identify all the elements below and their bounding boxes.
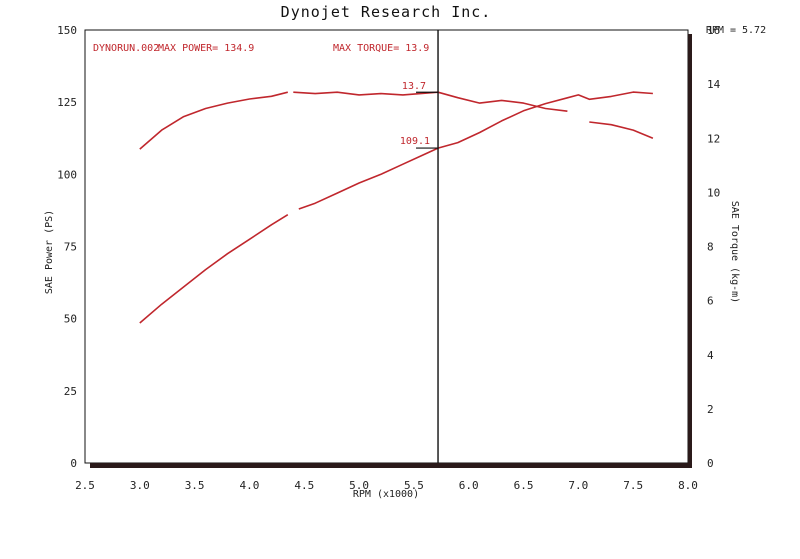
x-tick-label: 4.5 bbox=[294, 479, 314, 492]
power-at-cursor-label: 109.1 bbox=[400, 136, 430, 147]
y-right-tick-label: 10 bbox=[707, 186, 720, 199]
x-tick-label: 5.5 bbox=[404, 479, 424, 492]
sae-power-line bbox=[139, 214, 289, 324]
y-left-tick-label: 150 bbox=[57, 24, 77, 37]
y-right-tick-labels: 0 2 4 6 8 10 12 14 16 bbox=[707, 24, 721, 470]
y-left-tick-label: 75 bbox=[64, 241, 77, 254]
x-tick-label: 3.0 bbox=[130, 479, 150, 492]
sae-power-line bbox=[298, 91, 653, 210]
x-axis-label: RPM (x1000) bbox=[353, 489, 419, 500]
x-tick-labels: 2.5 3.0 3.5 4.0 4.5 5.0 5.5 6.0 6.5 7.0 7.5 8.0 bbox=[75, 479, 698, 492]
plot-frame-shadow-right bbox=[688, 34, 692, 468]
y-right-tick-label: 14 bbox=[707, 78, 721, 91]
chart-title: Dynojet Research Inc. bbox=[281, 3, 492, 21]
run-label: DYNORUN.002 bbox=[93, 43, 159, 54]
x-tick-label: 8.0 bbox=[678, 479, 698, 492]
plot-frame-shadow bbox=[90, 463, 688, 468]
y-left-tick-label: 50 bbox=[64, 313, 77, 326]
y-left-tick-label: 125 bbox=[57, 96, 77, 109]
x-tick-label: 6.5 bbox=[514, 479, 534, 492]
y-right-tick-label: 2 bbox=[707, 403, 714, 416]
y-right-tick-label: 12 bbox=[707, 132, 720, 145]
y-left-tick-label: 100 bbox=[57, 168, 77, 181]
x-tick-label: 7.0 bbox=[568, 479, 588, 492]
x-tick-label: 3.5 bbox=[185, 479, 205, 492]
rpm-readout: RPM = 5.72 bbox=[706, 25, 766, 36]
max-torque-label: MAX TORQUE= 13.9 bbox=[333, 43, 429, 54]
x-tick-label: 2.5 bbox=[75, 479, 95, 492]
x-tick-label: 6.0 bbox=[459, 479, 479, 492]
cursor-marks bbox=[416, 91, 439, 149]
y-right-tick-label: 16 bbox=[707, 24, 720, 37]
y-right-axis-label: SAE Torque (kg-m) bbox=[729, 201, 740, 303]
series-layer bbox=[139, 91, 654, 324]
y-right-tick-label: 6 bbox=[707, 295, 714, 308]
sae-torque-line bbox=[293, 91, 568, 112]
y-right-tick-label: 4 bbox=[707, 349, 714, 362]
x-tick-label: 7.5 bbox=[623, 479, 643, 492]
sae-torque-line bbox=[139, 91, 288, 150]
y-right-tick-label: 0 bbox=[707, 457, 714, 470]
sae-torque-line bbox=[589, 121, 654, 140]
plot-frame bbox=[84, 29, 689, 464]
y-right-tick-label: 8 bbox=[707, 241, 714, 254]
y-left-tick-label: 0 bbox=[70, 457, 77, 470]
y-left-axis-label: SAE Power (PS) bbox=[44, 210, 55, 294]
x-tick-label: 4.0 bbox=[240, 479, 260, 492]
max-power-label: MAX POWER= 134.9 bbox=[158, 43, 254, 54]
x-tick-label: 5.0 bbox=[349, 479, 369, 492]
y-left-tick-labels: 0 25 50 75 100 125 150 bbox=[57, 24, 77, 470]
torque-at-cursor-label: 13.7 bbox=[402, 81, 426, 92]
y-left-tick-label: 25 bbox=[64, 385, 77, 398]
